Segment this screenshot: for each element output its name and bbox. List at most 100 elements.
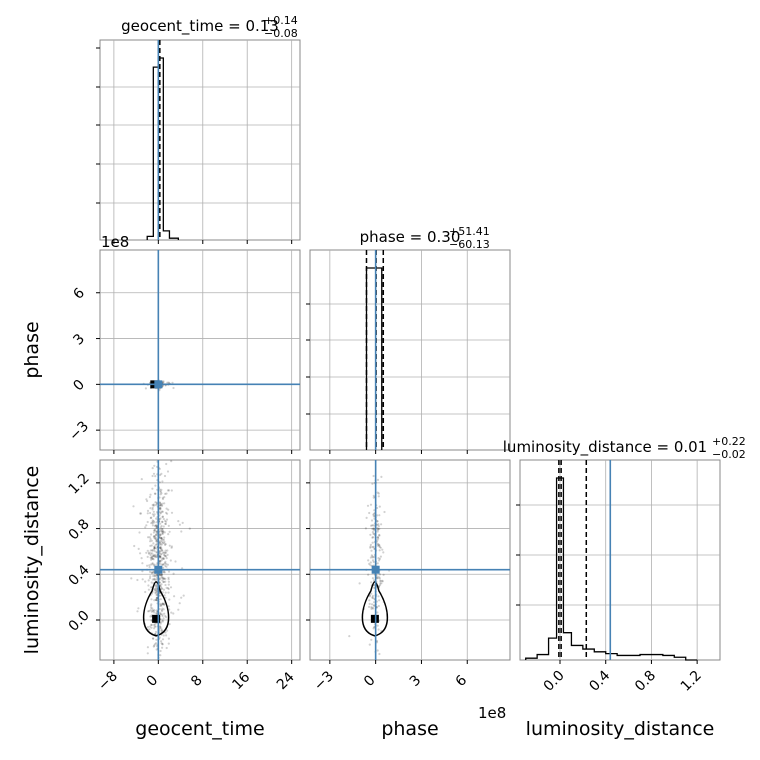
gl-point	[160, 536, 163, 540]
gl-point	[154, 503, 157, 507]
panel-frame-p1	[309, 249, 511, 451]
gl-point	[159, 512, 162, 515]
gl-point	[149, 549, 152, 552]
gl-point	[148, 536, 151, 539]
gl-point	[150, 610, 153, 613]
gl-point	[155, 517, 158, 520]
gl-point	[155, 648, 158, 651]
pl-point	[371, 546, 374, 549]
gl-point	[160, 587, 163, 590]
gl-point	[163, 551, 166, 554]
pl-point	[377, 537, 380, 540]
gl-point	[165, 562, 168, 566]
gl-point	[178, 523, 181, 526]
gl-point	[163, 571, 166, 574]
gl-point	[149, 544, 152, 548]
gl-point	[153, 563, 156, 566]
gl-point	[153, 547, 156, 550]
panel-frame-l2	[519, 459, 721, 661]
gl-xticklabel-1: 0	[144, 672, 162, 690]
gl-point	[155, 543, 158, 546]
gl-point	[167, 508, 170, 511]
pl-point	[377, 523, 380, 526]
pl-point	[376, 536, 379, 539]
gl-point	[158, 625, 161, 628]
pl-point	[369, 546, 372, 549]
gl-point	[151, 474, 154, 478]
pl-point	[376, 523, 379, 527]
pl-point	[367, 559, 370, 562]
gl-point	[141, 578, 144, 581]
gl-point	[153, 609, 156, 612]
gl-point	[164, 551, 168, 554]
gl-point	[160, 574, 163, 577]
gp-yticklabel-0: −3	[66, 418, 92, 444]
title-luminosity-distance-name: luminosity_distance	[503, 438, 652, 457]
pl-point	[371, 555, 374, 558]
gl-point	[159, 545, 162, 548]
ylabel-phase: phase	[21, 321, 43, 378]
pl-point	[376, 624, 379, 627]
gl-point	[164, 583, 167, 587]
gl-point	[165, 634, 168, 637]
gl-point	[162, 608, 165, 611]
gl-point	[162, 571, 166, 574]
gl-point	[151, 552, 154, 555]
gl-point	[152, 535, 156, 538]
gp-point	[166, 381, 169, 384]
gl-point	[154, 484, 157, 487]
gl-point	[163, 502, 166, 505]
title-geocent-time-plus: +0.14	[264, 14, 298, 27]
gl-point	[167, 580, 170, 583]
gl-point	[164, 543, 167, 547]
gl-point	[153, 536, 156, 540]
title-phase-eq: =	[405, 228, 427, 246]
gl-point	[161, 549, 164, 552]
gl-point	[146, 499, 149, 503]
pl-point	[372, 474, 375, 478]
pl-point	[372, 627, 375, 630]
pl-point	[372, 527, 375, 530]
pl-point	[378, 544, 381, 548]
gl-point	[160, 488, 163, 491]
pl-point	[366, 504, 370, 507]
gl-point	[166, 512, 169, 515]
pl-point	[376, 575, 379, 578]
gl-point	[151, 506, 154, 509]
gl-point	[160, 504, 163, 507]
gl-point	[152, 609, 155, 613]
gl-point	[152, 535, 156, 538]
pl-point	[378, 549, 381, 552]
gl-point	[152, 555, 155, 558]
gl-point	[154, 525, 157, 528]
gl-point	[137, 607, 140, 610]
gl-point	[158, 552, 161, 555]
gp-yticklabel-3: 6	[70, 285, 88, 303]
gl-point	[149, 625, 152, 628]
gl-point	[162, 557, 165, 561]
pl-xticklabel-2: 3	[407, 672, 425, 690]
gl-point	[161, 549, 164, 552]
pl-point	[365, 516, 368, 520]
gl-point	[150, 563, 153, 566]
gl-point	[152, 623, 156, 627]
gl-point	[146, 555, 149, 559]
gl-scatter	[130, 460, 191, 660]
gl-point	[159, 541, 162, 544]
gl-point	[150, 598, 153, 601]
l2-xticklabel-2: 0.8	[632, 668, 659, 695]
gl-point	[160, 530, 163, 533]
gl-point	[161, 532, 164, 536]
gl-point	[160, 627, 163, 630]
gl-point	[162, 553, 166, 556]
pl-point	[378, 576, 381, 579]
pl-point	[376, 491, 379, 494]
gl-point	[150, 533, 153, 536]
pl-point	[378, 543, 381, 547]
pl-point	[372, 532, 375, 535]
gl-point	[160, 539, 163, 542]
pl-point	[372, 496, 375, 499]
l2-xticklabel-1: 0.4	[586, 668, 613, 695]
gl-point	[151, 578, 154, 581]
gl-point	[152, 558, 155, 561]
